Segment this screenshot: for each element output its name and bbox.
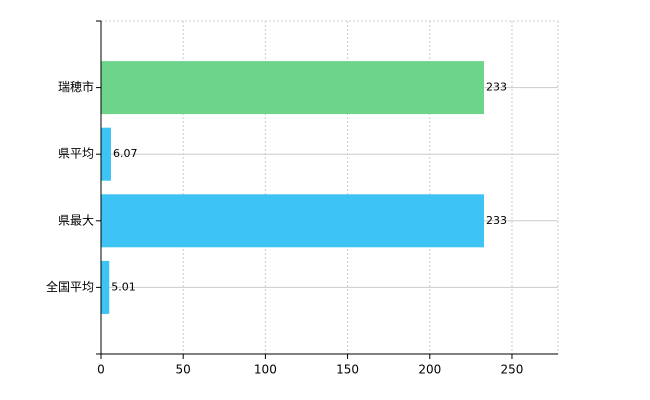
value-label: 5.01 — [111, 280, 136, 293]
bar — [101, 194, 485, 248]
x-tick-label: 100 — [254, 363, 277, 377]
x-tick-label: 150 — [336, 363, 359, 377]
x-tick-label: 50 — [176, 363, 191, 377]
y-tick-label: 県最大 — [58, 213, 94, 227]
y-tick-label: 瑞穂市 — [58, 79, 94, 94]
bar — [101, 260, 110, 314]
y-tick-label: 全国平均 — [46, 279, 94, 294]
x-tick-label: 200 — [418, 363, 441, 377]
value-label: 6.07 — [113, 147, 138, 160]
value-label: 233 — [486, 81, 507, 94]
bar — [101, 61, 485, 115]
x-tick-label: 250 — [501, 363, 524, 377]
value-label: 233 — [486, 214, 507, 227]
y-tick-label: 県平均 — [58, 147, 94, 161]
bar — [101, 127, 111, 181]
x-tick-label: 0 — [97, 363, 105, 377]
